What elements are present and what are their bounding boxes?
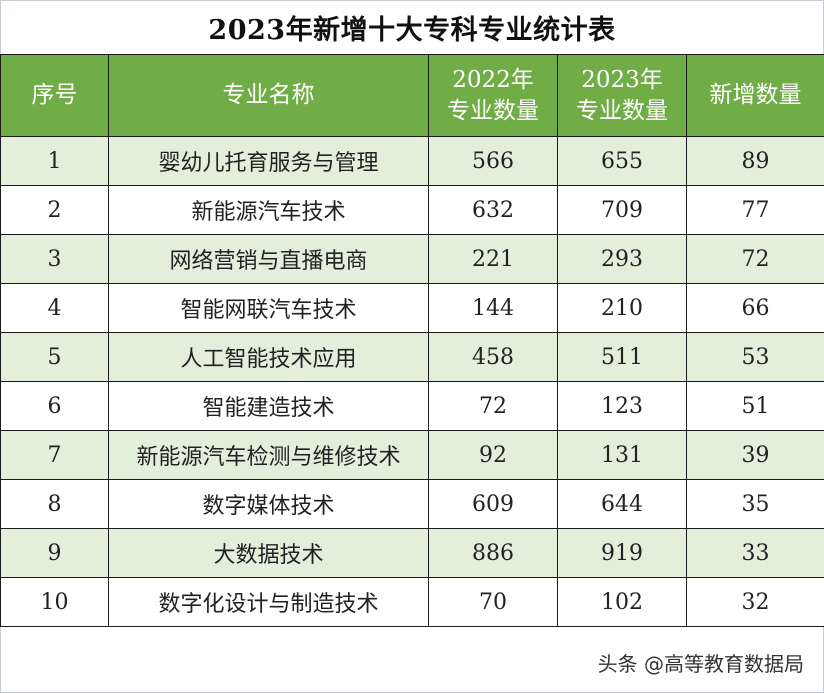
cell-major-name: 婴幼儿托育服务与管理 bbox=[108, 136, 429, 186]
cell-major-name: 智能建造技术 bbox=[108, 381, 429, 431]
cell-count-2022: 609 bbox=[428, 479, 558, 529]
cell-count-2022: 92 bbox=[428, 430, 558, 480]
header-row: 序号 专业名称 2022年专业数量 2023年专业数量 新增数量 bbox=[0, 54, 824, 137]
cell-index: 2 bbox=[0, 185, 109, 235]
cell-count-2023: 919 bbox=[557, 528, 687, 578]
cell-added: 39 bbox=[686, 430, 824, 480]
cell-major-name: 数字媒体技术 bbox=[108, 479, 429, 529]
cell-major-name: 新能源汽车技术 bbox=[108, 185, 429, 235]
cell-count-2023: 102 bbox=[557, 577, 687, 627]
cell-count-2023: 123 bbox=[557, 381, 687, 431]
cell-count-2023: 511 bbox=[557, 332, 687, 382]
table-row: 9 大数据技术 886 919 33 bbox=[0, 528, 824, 578]
cell-major-name: 网络营销与直播电商 bbox=[108, 234, 429, 284]
cell-count-2022: 886 bbox=[428, 528, 558, 578]
cell-major-name: 大数据技术 bbox=[108, 528, 429, 578]
cell-index: 9 bbox=[0, 528, 109, 578]
cell-added: 77 bbox=[686, 185, 824, 235]
cell-count-2022: 221 bbox=[428, 234, 558, 284]
cell-count-2023: 709 bbox=[557, 185, 687, 235]
cell-index: 5 bbox=[0, 332, 109, 382]
cell-count-2022: 632 bbox=[428, 185, 558, 235]
table-row: 2 新能源汽车技术 632 709 77 bbox=[0, 185, 824, 235]
cell-added: 66 bbox=[686, 283, 824, 333]
cell-count-2022: 566 bbox=[428, 136, 558, 186]
cell-index: 10 bbox=[0, 577, 109, 627]
cell-index: 8 bbox=[0, 479, 109, 529]
cell-index: 4 bbox=[0, 283, 109, 333]
table-row: 7 新能源汽车检测与维修技术 92 131 39 bbox=[0, 430, 824, 480]
cell-added: 32 bbox=[686, 577, 824, 627]
header-count-2022: 2022年专业数量 bbox=[428, 54, 558, 137]
majors-table: 序号 专业名称 2022年专业数量 2023年专业数量 新增数量 1 婴幼儿托育… bbox=[0, 54, 824, 627]
cell-count-2022: 458 bbox=[428, 332, 558, 382]
source-watermark: 头条 @高等教育数据局 bbox=[597, 652, 804, 676]
cell-count-2023: 655 bbox=[557, 136, 687, 186]
cell-added: 72 bbox=[686, 234, 824, 284]
cell-count-2022: 144 bbox=[428, 283, 558, 333]
cell-count-2023: 644 bbox=[557, 479, 687, 529]
header-added: 新增数量 bbox=[686, 54, 824, 137]
header-index: 序号 bbox=[0, 54, 109, 137]
cell-index: 1 bbox=[0, 136, 109, 186]
header-count-2023-label: 2023年专业数量 bbox=[576, 66, 668, 124]
cell-major-name: 数字化设计与制造技术 bbox=[108, 577, 429, 627]
cell-major-name: 人工智能技术应用 bbox=[108, 332, 429, 382]
table-row: 6 智能建造技术 72 123 51 bbox=[0, 381, 824, 431]
cell-count-2023: 131 bbox=[557, 430, 687, 480]
cell-count-2023: 210 bbox=[557, 283, 687, 333]
cell-added: 51 bbox=[686, 381, 824, 431]
table-row: 1 婴幼儿托育服务与管理 566 655 89 bbox=[0, 136, 824, 186]
cell-index: 7 bbox=[0, 430, 109, 480]
cell-added: 35 bbox=[686, 479, 824, 529]
header-count-2022-label: 2022年专业数量 bbox=[447, 66, 539, 124]
table-title: 2023年新增十大专科专业统计表 bbox=[208, 14, 616, 46]
cell-major-name: 智能网联汽车技术 bbox=[108, 283, 429, 333]
header-major-name: 专业名称 bbox=[108, 54, 429, 137]
table-row: 3 网络营销与直播电商 221 293 72 bbox=[0, 234, 824, 284]
table-row: 10 数字化设计与制造技术 70 102 32 bbox=[0, 577, 824, 627]
cell-index: 6 bbox=[0, 381, 109, 431]
table-row: 5 人工智能技术应用 458 511 53 bbox=[0, 332, 824, 382]
cell-count-2023: 293 bbox=[557, 234, 687, 284]
header-count-2023: 2023年专业数量 bbox=[557, 54, 687, 137]
cell-added: 89 bbox=[686, 136, 824, 186]
cell-count-2022: 72 bbox=[428, 381, 558, 431]
cell-added: 33 bbox=[686, 528, 824, 578]
cell-index: 3 bbox=[0, 234, 109, 284]
cell-major-name: 新能源汽车检测与维修技术 bbox=[108, 430, 429, 480]
cell-added: 53 bbox=[686, 332, 824, 382]
table-row: 4 智能网联汽车技术 144 210 66 bbox=[0, 283, 824, 333]
cell-count-2022: 70 bbox=[428, 577, 558, 627]
table-row: 8 数字媒体技术 609 644 35 bbox=[0, 479, 824, 529]
